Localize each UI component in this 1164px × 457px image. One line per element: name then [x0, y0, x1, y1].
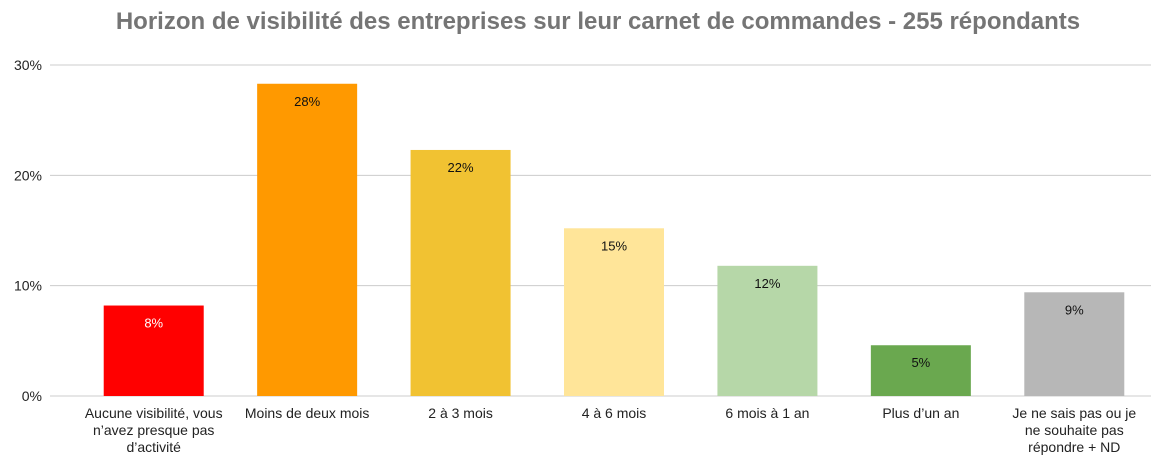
data-label: 5%: [911, 355, 930, 370]
data-label: 22%: [448, 160, 474, 175]
y-tick-label: 10%: [14, 278, 42, 294]
y-tick-label: 30%: [14, 57, 42, 73]
bar: [410, 149, 511, 396]
bar: [103, 305, 204, 396]
y-tick-label: 20%: [14, 167, 42, 183]
x-tick-label: Plus d’un an: [882, 405, 959, 421]
data-label: 28%: [294, 94, 320, 109]
x-tick-label: Je ne sais pas ou je ne souhaite pas répon…: [1012, 405, 1136, 455]
x-tick-label: Aucune visibilité, vous n’avez presque pa…: [85, 405, 223, 455]
bar: [1024, 292, 1125, 396]
data-label: 12%: [754, 276, 780, 291]
chart-title: Horizon de visibilité des entreprises su…: [116, 8, 1080, 35]
bar: [870, 345, 971, 396]
x-tick-label: 2 à 3 mois: [428, 405, 493, 421]
x-tick-label: 6 mois à 1 an: [725, 405, 809, 421]
bar: [717, 265, 818, 396]
data-label: 15%: [601, 238, 627, 253]
x-tick-label: Moins de deux mois: [245, 405, 370, 421]
x-tick-label: 4 à 6 mois: [582, 405, 647, 421]
bar: [257, 83, 358, 397]
bar: [564, 228, 664, 396]
data-label: 9%: [1065, 302, 1084, 317]
data-label: 8%: [144, 316, 163, 331]
y-tick-label: 0%: [22, 388, 42, 404]
